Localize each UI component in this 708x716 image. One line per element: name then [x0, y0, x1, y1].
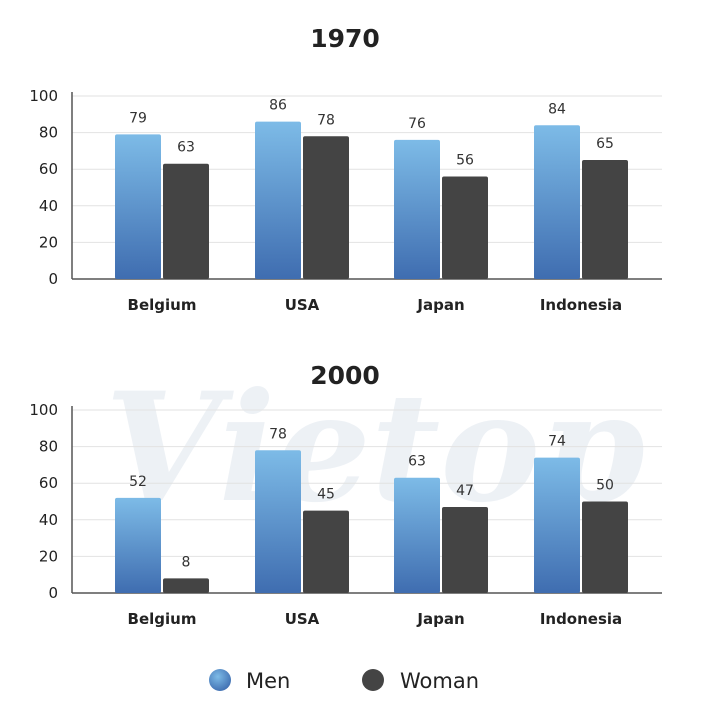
data-label-woman-usa: 78 — [317, 112, 335, 128]
y-tick-label: 20 — [39, 547, 58, 565]
chart-2000: 2000 0 20 40 60 80 100 52 8 Belgium 78 45 USA 63 47 Jap… — [29, 361, 662, 628]
data-label-men-japan: 76 — [408, 116, 426, 132]
y-tick-label: 80 — [39, 124, 58, 142]
bar-men-usa — [255, 450, 301, 593]
y-tick-label: 60 — [39, 160, 58, 178]
charts-container: 19700204060801007963Belgium8678USA7656Ja… — [29, 24, 662, 628]
data-label-woman-usa: 45 — [317, 487, 335, 503]
bar-woman-japan — [442, 506, 488, 593]
chart-1970: 1970 0 20 40 60 80 100 79 63 Belgium 86 78 USA 76 56 Ja… — [29, 24, 662, 314]
data-label-men-usa: 86 — [269, 98, 287, 114]
x-tick-label: USA — [285, 610, 320, 628]
x-tick-label: Belgium — [128, 610, 197, 628]
bar-men-indonesia — [534, 125, 580, 279]
bar-woman-japan — [442, 176, 488, 279]
data-label-men-belgium: 52 — [129, 474, 147, 490]
bar-men-japan — [394, 139, 440, 279]
y-tick-label: 0 — [48, 270, 58, 288]
bar-woman-usa — [303, 510, 349, 593]
chart-title: 1970 — [310, 24, 380, 53]
legend-swatch-men — [209, 669, 231, 691]
chart-title: 2000 — [310, 361, 380, 390]
data-label-men-indonesia: 74 — [548, 434, 566, 450]
bar-woman-belgium — [163, 163, 209, 279]
legend-swatch-woman — [362, 669, 384, 691]
bar-men-belgium — [115, 497, 161, 593]
bar-woman-indonesia — [582, 501, 628, 593]
legend-item-men: Men — [209, 669, 290, 693]
data-label-woman-japan: 56 — [456, 153, 474, 169]
y-tick-label: 100 — [29, 87, 58, 105]
data-label-woman-belgium: 63 — [177, 140, 195, 156]
legend-item-woman: Woman — [362, 669, 479, 693]
bar-woman-indonesia — [582, 160, 628, 279]
data-label-men-belgium: 79 — [129, 110, 147, 126]
data-label-woman-indonesia: 65 — [596, 136, 614, 152]
y-tick-label: 40 — [39, 197, 58, 215]
bar-men-usa — [255, 121, 301, 280]
y-tick-label: 0 — [48, 584, 58, 602]
x-tick-label: USA — [285, 296, 320, 314]
x-tick-label: Japan — [416, 296, 464, 314]
data-label-men-japan: 63 — [408, 454, 426, 470]
legend: Men Woman — [209, 669, 479, 693]
y-tick-label: 100 — [29, 401, 58, 419]
bar-woman-belgium — [163, 578, 209, 593]
bar-woman-usa — [303, 136, 349, 279]
bar-men-indonesia — [534, 457, 580, 593]
y-tick-label: 20 — [39, 233, 58, 251]
data-label-men-usa: 78 — [269, 426, 287, 442]
bar-men-japan — [394, 477, 440, 593]
legend-label-woman: Woman — [400, 669, 479, 693]
data-label-woman-belgium: 8 — [182, 554, 191, 570]
x-tick-label: Japan — [416, 610, 464, 628]
legend-label-men: Men — [246, 669, 290, 693]
data-label-woman-japan: 47 — [456, 483, 474, 499]
y-tick-label: 80 — [39, 438, 58, 456]
bar-men-belgium — [115, 134, 161, 279]
x-tick-label: Indonesia — [540, 296, 622, 314]
x-tick-label: Belgium — [128, 296, 197, 314]
data-label-men-indonesia: 84 — [548, 101, 566, 117]
x-tick-label: Indonesia — [540, 610, 622, 628]
data-label-woman-indonesia: 50 — [596, 478, 614, 494]
y-tick-label: 60 — [39, 474, 58, 492]
y-tick-label: 40 — [39, 511, 58, 529]
